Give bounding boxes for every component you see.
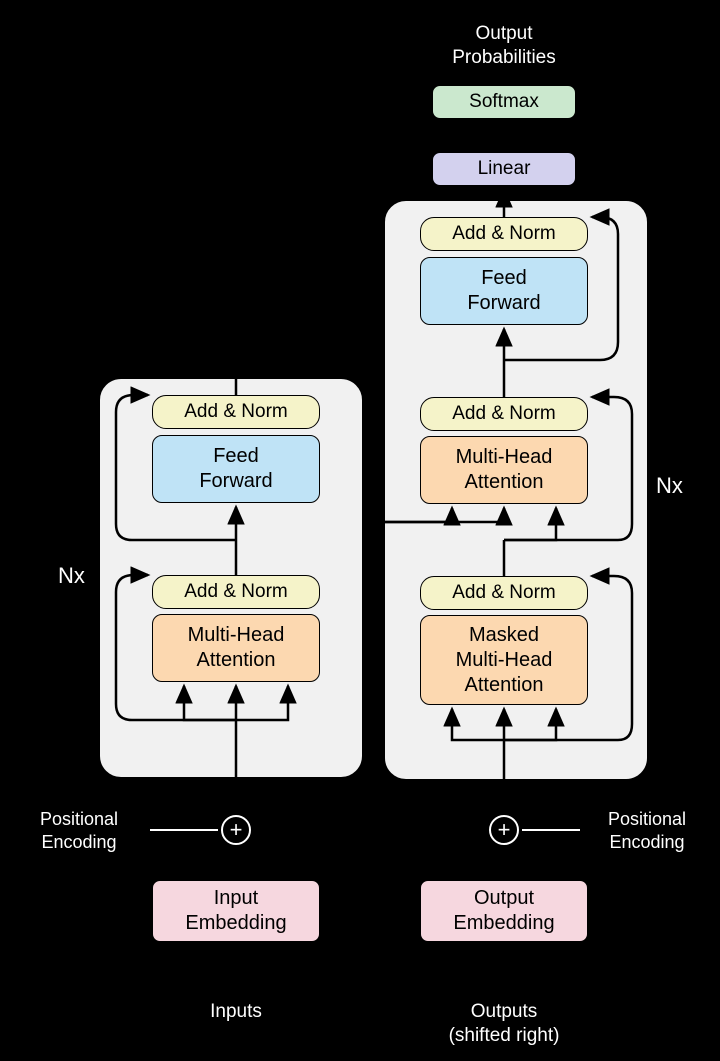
output-probabilities-label: Output Probabilities [430, 22, 578, 70]
decoder-masked-mha: Masked Multi-Head Attention [420, 615, 588, 705]
plus-encoder: + [221, 815, 251, 845]
encoder-addnorm-top: Add & Norm [152, 395, 320, 429]
decoder-addnorm-mid: Add & Norm [420, 397, 588, 431]
outputs-label: Outputs (shifted right) [432, 1000, 576, 1048]
nx-left-label: Nx [58, 562, 85, 590]
plus-decoder: + [489, 815, 519, 845]
input-embedding: Input Embedding [152, 880, 320, 942]
decoder-addnorm-top: Add & Norm [420, 217, 588, 251]
encoder-addnorm-bot: Add & Norm [152, 575, 320, 609]
softmax-block: Softmax [432, 85, 576, 119]
positional-encoding-right: Positional Encoding [582, 808, 712, 853]
encoder-mha: Multi-Head Attention [152, 614, 320, 682]
decoder-feedforward: Feed Forward [420, 257, 588, 325]
decoder-mha: Multi-Head Attention [420, 436, 588, 504]
output-embedding: Output Embedding [420, 880, 588, 942]
nx-right-label: Nx [656, 472, 683, 500]
linear-block: Linear [432, 152, 576, 186]
decoder-addnorm-bot: Add & Norm [420, 576, 588, 610]
inputs-label: Inputs [200, 1000, 272, 1024]
positional-encoding-left: Positional Encoding [14, 808, 144, 853]
encoder-feedforward: Feed Forward [152, 435, 320, 503]
connector-layer-top [0, 0, 720, 1061]
